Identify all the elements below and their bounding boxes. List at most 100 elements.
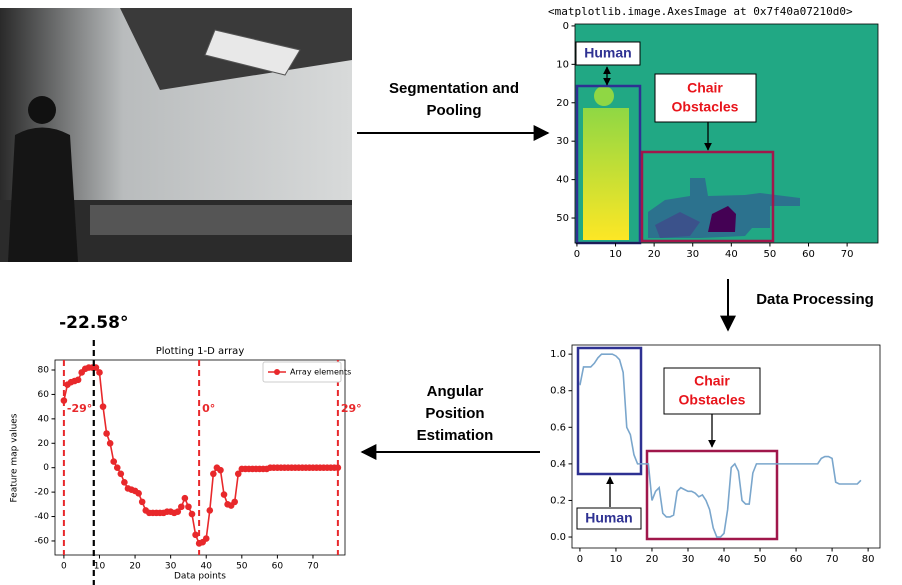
step-label: Pooling xyxy=(427,102,482,119)
x-tick-label: 20 xyxy=(648,249,661,260)
x-tick-label: 80 xyxy=(862,554,875,565)
y-tick-label: 0.4 xyxy=(550,459,566,470)
y-tick-label: 0.0 xyxy=(550,532,566,543)
label-box xyxy=(576,507,642,530)
x-tick-label: 60 xyxy=(802,249,815,260)
x-tick-label: 40 xyxy=(718,554,731,565)
output-text: <matplotlib.image.AxesImage at 0x7f40a07… xyxy=(548,5,853,18)
point xyxy=(74,376,82,384)
reference-label: 0° xyxy=(202,402,215,415)
reference-label: -29° xyxy=(67,402,92,415)
point xyxy=(220,491,228,498)
annotation: Obstacles xyxy=(679,392,746,408)
plot-frame xyxy=(571,344,881,549)
point xyxy=(117,470,125,478)
annotation: Obstacles xyxy=(672,99,739,115)
step-label: Data Processing xyxy=(756,291,874,308)
y-tick-label: 60 xyxy=(38,390,50,400)
label-box xyxy=(575,41,641,66)
step-label: Angular xyxy=(427,383,484,400)
legend-label: Array elements xyxy=(290,368,351,377)
y-tick-label: 20 xyxy=(38,439,50,449)
series-line xyxy=(63,366,338,545)
y-tick-label: 50 xyxy=(556,213,569,224)
x-tick-label: 0 xyxy=(577,554,583,565)
y-tick-label: 40 xyxy=(38,414,50,424)
point xyxy=(106,439,114,447)
y-tick-label: 20 xyxy=(556,98,569,109)
point xyxy=(110,458,118,465)
y-tick-label: 40 xyxy=(556,175,569,186)
point xyxy=(99,403,107,410)
y-tick-label: -20 xyxy=(34,488,49,498)
annotation: Chair xyxy=(694,373,730,389)
y-tick-label: 0.2 xyxy=(550,495,566,506)
point xyxy=(96,369,103,376)
legend-marker xyxy=(274,369,280,375)
point xyxy=(206,507,214,514)
point xyxy=(231,498,238,506)
y-tick-label: -40 xyxy=(34,512,49,522)
point xyxy=(217,466,224,474)
x-tick-label: 50 xyxy=(236,562,248,572)
y-tick-label: 30 xyxy=(556,136,569,147)
label-box xyxy=(654,73,757,123)
annotation: Human xyxy=(584,45,631,61)
obstacle-box xyxy=(645,449,779,541)
y-tick-label: 80 xyxy=(38,366,50,376)
x-tick-label: 20 xyxy=(646,554,659,565)
y-axis-label: Feature map values xyxy=(10,413,20,502)
point xyxy=(185,503,192,511)
point xyxy=(202,535,210,542)
y-tick-label: 10 xyxy=(556,59,569,70)
point xyxy=(113,464,121,471)
x-tick-label: 20 xyxy=(129,562,141,572)
series-line xyxy=(579,353,862,538)
point xyxy=(138,498,146,506)
x-tick-label: 30 xyxy=(165,562,177,572)
x-tick-label: 10 xyxy=(94,562,106,572)
x-tick-label: 30 xyxy=(682,554,695,565)
y-tick-label: 0.6 xyxy=(550,422,566,433)
y-tick-label: -60 xyxy=(34,536,49,546)
step-label: Position xyxy=(425,405,484,422)
plot-frame xyxy=(574,23,879,244)
marker-label: -22.58° xyxy=(59,313,128,333)
camera-photo xyxy=(0,8,352,262)
x-tick-label: 10 xyxy=(609,249,622,260)
x-tick-label: 40 xyxy=(725,249,738,260)
x-tick-label: 70 xyxy=(826,554,839,565)
x-tick-label: 60 xyxy=(790,554,803,565)
point xyxy=(121,479,128,486)
x-tick-label: 70 xyxy=(841,249,854,260)
x-tick-label: 40 xyxy=(201,562,213,572)
y-tick-label: 0 xyxy=(563,21,569,32)
x-tick-label: 50 xyxy=(764,249,777,260)
annotation: Human xyxy=(585,510,632,526)
step-label: Estimation xyxy=(417,427,494,444)
x-axis-label: Data points xyxy=(174,572,226,582)
step-label: Segmentation and xyxy=(389,80,519,97)
y-tick-label: 0 xyxy=(43,463,49,473)
point xyxy=(334,464,342,471)
point xyxy=(181,494,189,502)
x-tick-label: 60 xyxy=(272,562,284,572)
point xyxy=(60,397,68,404)
point xyxy=(103,430,110,437)
x-tick-label: 10 xyxy=(610,554,623,565)
point xyxy=(210,470,217,478)
legend-box xyxy=(262,361,342,383)
chart-title: Plotting 1-D array xyxy=(156,346,245,357)
point xyxy=(178,503,185,511)
x-tick-label: 50 xyxy=(754,554,767,565)
reference-label: 29° xyxy=(341,402,362,415)
point xyxy=(188,510,196,518)
point xyxy=(234,470,242,478)
obstacle-box xyxy=(640,150,775,243)
y-tick-label: 1.0 xyxy=(550,349,566,360)
point xyxy=(174,508,182,515)
annotation: Chair xyxy=(687,80,723,96)
point xyxy=(192,531,199,539)
x-tick-label: 30 xyxy=(686,249,699,260)
